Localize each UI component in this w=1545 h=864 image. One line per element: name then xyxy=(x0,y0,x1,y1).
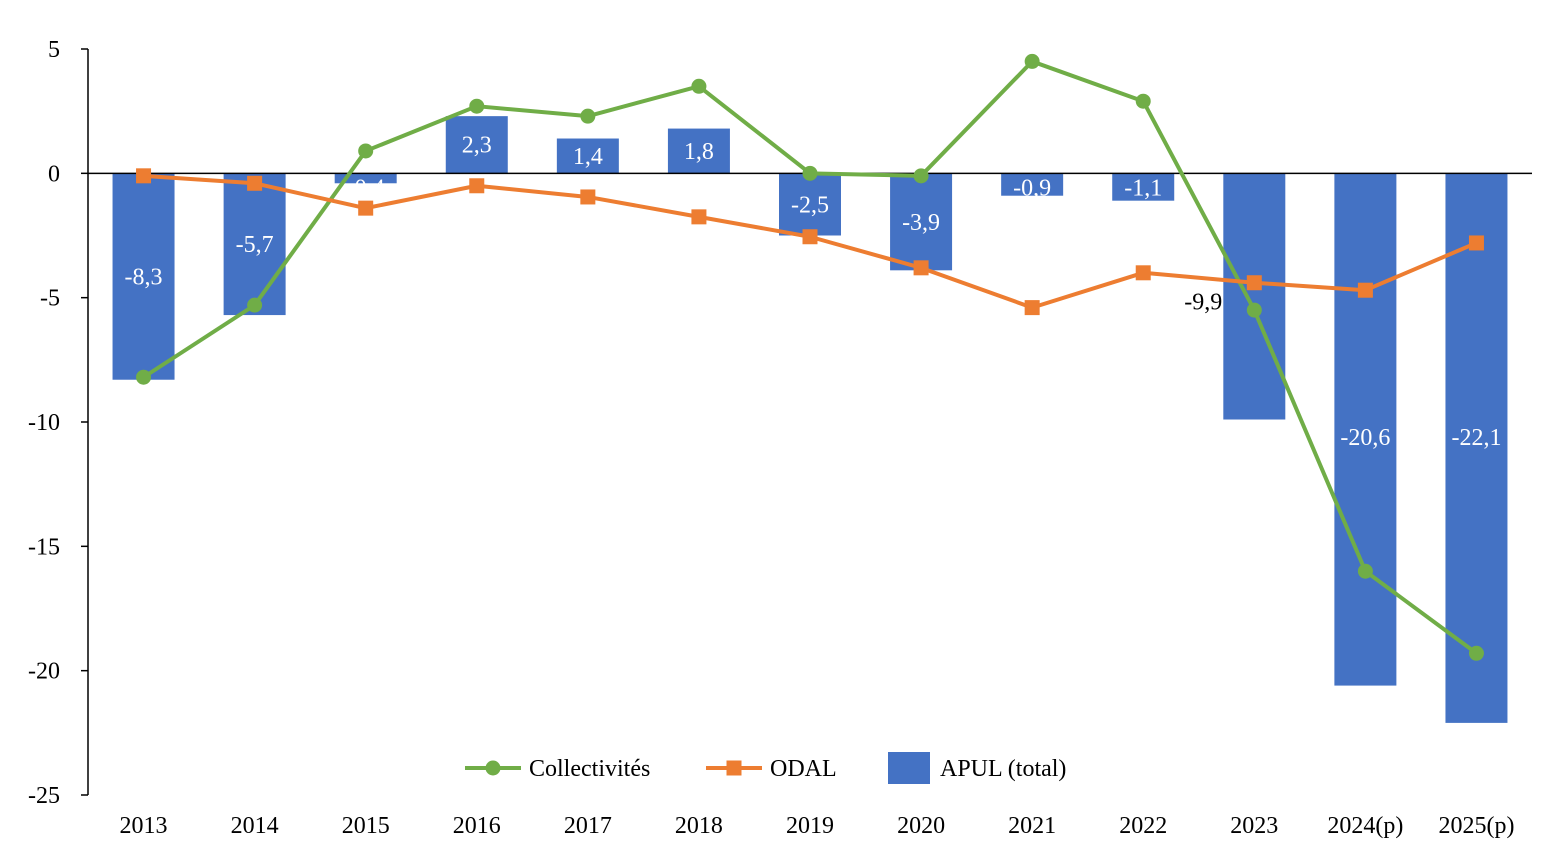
bar-2023 xyxy=(1223,173,1286,420)
x-tick-label: 2021 xyxy=(1008,813,1056,839)
x-tick-label: 2025(p) xyxy=(1438,813,1514,839)
line-Collectivités xyxy=(142,59,1478,655)
x-tick-label: 2017 xyxy=(564,813,612,839)
legend-label: APUL (total) xyxy=(940,756,1066,782)
point-Collectivités xyxy=(1135,93,1151,109)
bar-data-label: -9,9 xyxy=(1184,289,1222,315)
point-Collectivités xyxy=(691,78,707,94)
bar-2024(p) xyxy=(1334,173,1397,686)
y-tick-label: 5 xyxy=(48,37,60,63)
bar-data-label: 2,3 xyxy=(462,133,492,159)
legend-marker xyxy=(726,760,742,776)
x-tick-label: 2015 xyxy=(342,813,390,839)
x-tick-label: 2022 xyxy=(1119,813,1167,839)
point-Collectivités xyxy=(247,297,263,313)
point-Collectivités xyxy=(580,108,596,124)
bar-data-label: -5,7 xyxy=(236,232,274,258)
bar-2013 xyxy=(112,173,175,380)
bar-2014 xyxy=(223,173,286,316)
bar-data-label: -20,6 xyxy=(1340,425,1390,451)
bar-2019 xyxy=(779,173,841,236)
y-axis: 5 0 -5 -10 -15 -20 -25 xyxy=(28,37,89,809)
legend-label: ODAL xyxy=(770,756,837,782)
x-tick-label: 2014 xyxy=(231,813,279,839)
x-tick-label: 2020 xyxy=(897,813,945,839)
legend-marker xyxy=(485,760,501,776)
bar-2022 xyxy=(1112,173,1175,201)
bars-group xyxy=(112,116,1508,723)
x-tick-label: 2016 xyxy=(453,813,501,839)
point-ODAL xyxy=(1135,265,1151,281)
point-Collectivités xyxy=(1024,53,1040,69)
bar-2020 xyxy=(890,173,953,271)
bar-data-label: 1,8 xyxy=(684,139,714,165)
bar-data-label: 1,4 xyxy=(573,144,603,170)
x-tick-label: 2023 xyxy=(1230,813,1278,839)
point-ODAL xyxy=(802,229,818,245)
data-labels-group: -8,3 -5,7 -0,4 2,3 1,4 1,8 -2,5 -3,9 -0,9 -1,1 -9,… xyxy=(125,133,1502,451)
lines-group xyxy=(136,53,1484,661)
point-ODAL xyxy=(247,175,263,191)
bar-data-label: -22,1 xyxy=(1451,425,1501,451)
point-ODAL xyxy=(691,209,707,225)
point-Collectivités xyxy=(469,98,485,114)
point-Collectivités xyxy=(358,143,374,159)
point-ODAL xyxy=(1024,300,1040,316)
y-tick-label: 0 xyxy=(48,161,60,187)
bar-data-label: -0,9 xyxy=(1013,175,1051,201)
y-tick-label: -10 xyxy=(28,410,60,436)
bar-2017 xyxy=(556,138,619,174)
bar-data-label: -1,1 xyxy=(1124,175,1162,201)
bar-2025(p) xyxy=(1445,173,1508,723)
point-ODAL xyxy=(469,178,485,194)
point-Collectivités xyxy=(1357,563,1373,579)
legend-swatch-APUL (total) xyxy=(888,752,930,784)
legend: Collectivités ODAL APUL (total) xyxy=(465,752,1066,784)
x-tick-label: 2013 xyxy=(120,813,168,839)
bar-2015 xyxy=(334,173,397,184)
point-Collectivités xyxy=(1468,645,1484,661)
x-tick-label: 2024(p) xyxy=(1327,813,1403,839)
point-Collectivités xyxy=(802,165,818,181)
point-ODAL xyxy=(1468,235,1484,251)
x-axis-labels: 2013 2014 2015 2016 2017 2018 2019 2020 2021 2022… xyxy=(120,813,1515,839)
point-ODAL xyxy=(913,260,929,276)
point-Collectivités xyxy=(136,369,152,385)
x-tick-label: 2018 xyxy=(675,813,723,839)
point-Collectivités xyxy=(913,168,929,184)
bar-2021 xyxy=(1001,173,1064,196)
x-tick-label: 2019 xyxy=(786,813,834,839)
bar-data-label: -2,5 xyxy=(791,192,829,218)
point-Collectivités xyxy=(1246,302,1262,318)
y-tick-label: -5 xyxy=(40,286,60,312)
y-tick-label: -25 xyxy=(28,783,60,809)
bar-data-label: -8,3 xyxy=(125,265,163,291)
point-ODAL xyxy=(1357,282,1373,298)
point-ODAL xyxy=(1246,275,1262,291)
y-tick-label: -20 xyxy=(28,659,60,685)
bar-2018 xyxy=(667,128,730,174)
bar-data-label: -3,9 xyxy=(902,210,940,236)
bar-data-label: -0,4 xyxy=(347,175,385,201)
point-ODAL xyxy=(136,168,152,184)
point-ODAL xyxy=(580,189,596,205)
y-tick-label: -15 xyxy=(28,534,60,560)
point-ODAL xyxy=(358,200,374,216)
legend-label: Collectivités xyxy=(529,756,650,782)
bar-2016 xyxy=(445,116,508,174)
